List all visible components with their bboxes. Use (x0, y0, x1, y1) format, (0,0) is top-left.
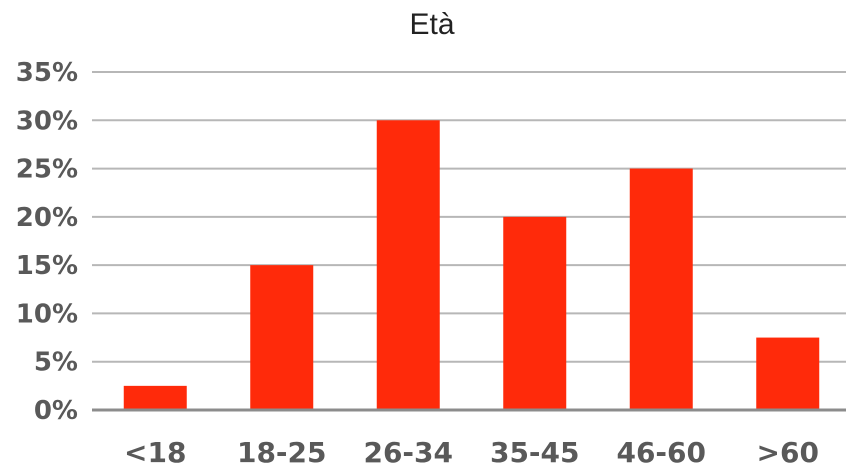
x-tick-label: 18-25 (237, 436, 327, 466)
bar (503, 216, 567, 410)
x-tick-label: 35-45 (490, 436, 580, 466)
y-tick-label: 20% (16, 203, 78, 233)
chart-title: Età (409, 8, 454, 41)
bar (123, 385, 187, 410)
y-tick-label: 5% (34, 348, 78, 378)
bar (629, 168, 693, 410)
y-tick-label: 30% (16, 106, 78, 136)
y-tick-label: 10% (16, 299, 78, 329)
x-tick-label: 46-60 (616, 436, 706, 466)
y-tick-label: 0% (34, 396, 78, 426)
bar (250, 265, 314, 410)
y-tick-label: 35% (16, 58, 78, 88)
x-axis-tick-labels: <18 18-25 26-34 35-45 46-60 >60 (124, 436, 819, 466)
x-tick-label: <18 (124, 436, 186, 466)
x-tick-label: 26-34 (363, 436, 453, 466)
y-tick-label: 25% (16, 155, 78, 185)
bars (123, 120, 820, 411)
bar (376, 120, 440, 411)
x-tick-label: >60 (757, 436, 819, 466)
bar (756, 337, 820, 410)
gridlines (92, 71, 846, 363)
y-axis-tick-labels: 0% 5% 10% 15% 20% 25% 30% 35% (16, 58, 78, 426)
y-tick-label: 15% (16, 251, 78, 281)
